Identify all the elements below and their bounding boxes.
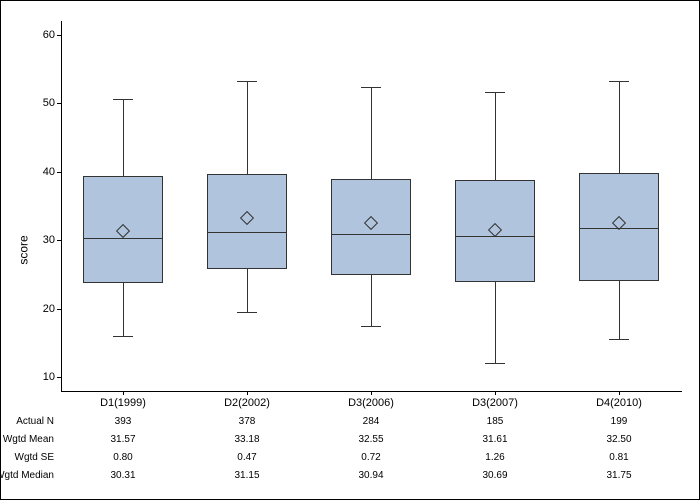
y-tick bbox=[57, 172, 61, 173]
stats-cell: 1.26 bbox=[485, 452, 504, 463]
stats-cell: 30.69 bbox=[482, 470, 507, 481]
whisker-lower bbox=[619, 281, 620, 339]
whisker-lower bbox=[371, 275, 372, 326]
whisker-upper bbox=[495, 92, 496, 180]
y-tick-label: 30 bbox=[43, 234, 55, 246]
y-tick-label: 10 bbox=[43, 371, 55, 383]
whisker-cap-upper bbox=[113, 99, 133, 100]
whisker-upper bbox=[247, 81, 248, 174]
whisker-cap-lower bbox=[361, 326, 381, 327]
x-tick-label: D2(2002) bbox=[224, 397, 270, 409]
y-tick bbox=[57, 377, 61, 378]
y-tick-label: 50 bbox=[43, 97, 55, 109]
x-tick bbox=[123, 391, 124, 395]
stats-cell: 378 bbox=[239, 416, 256, 427]
stats-row-label: Actual N bbox=[16, 416, 54, 427]
whisker-cap-lower bbox=[113, 336, 133, 337]
x-tick-label: D4(2010) bbox=[596, 397, 642, 409]
whisker-cap-upper bbox=[237, 81, 257, 82]
stats-cell: 0.47 bbox=[237, 452, 256, 463]
whisker-lower bbox=[247, 269, 248, 312]
y-axis-label: score bbox=[17, 235, 31, 264]
stats-cell: 284 bbox=[363, 416, 380, 427]
stats-cell: 0.72 bbox=[361, 452, 380, 463]
y-tick bbox=[57, 309, 61, 310]
y-tick bbox=[57, 103, 61, 104]
stats-cell: 30.31 bbox=[110, 470, 135, 481]
x-tick bbox=[619, 391, 620, 395]
stats-row-label: Wgtd Median bbox=[0, 470, 54, 481]
stats-cell: 30.94 bbox=[358, 470, 383, 481]
median-line bbox=[331, 234, 411, 235]
chart-container: score 10 20 30 40 50 60 D1(1999) D2(2002) D3(200… bbox=[0, 0, 700, 500]
y-tick-label: 20 bbox=[43, 303, 55, 315]
whisker-cap-lower bbox=[485, 363, 505, 364]
x-tick bbox=[247, 391, 248, 395]
whisker-lower bbox=[123, 283, 124, 336]
stats-cell: 31.15 bbox=[234, 470, 259, 481]
stats-row-label: Wgtd SE bbox=[15, 452, 54, 463]
stats-cell: 199 bbox=[611, 416, 628, 427]
whisker-upper bbox=[619, 81, 620, 173]
y-tick-label: 40 bbox=[43, 166, 55, 178]
whisker-cap-lower bbox=[237, 312, 257, 313]
x-tick bbox=[495, 391, 496, 395]
y-tick-label: 60 bbox=[43, 29, 55, 41]
stats-cell: 31.57 bbox=[110, 434, 135, 445]
stats-cell: 32.50 bbox=[606, 434, 631, 445]
x-tick-label: D3(2007) bbox=[472, 397, 518, 409]
stats-cell: 0.81 bbox=[609, 452, 628, 463]
stats-cell: 0.80 bbox=[113, 452, 132, 463]
whisker-upper bbox=[371, 87, 372, 180]
y-tick bbox=[57, 35, 61, 36]
median-line bbox=[207, 232, 287, 233]
stats-cell: 31.61 bbox=[482, 434, 507, 445]
stats-cell: 393 bbox=[115, 416, 132, 427]
whisker-lower bbox=[495, 282, 496, 363]
stats-cell: 31.75 bbox=[606, 470, 631, 481]
whisker-cap-lower bbox=[609, 339, 629, 340]
y-tick bbox=[57, 240, 61, 241]
x-tick bbox=[371, 391, 372, 395]
stats-row-label: Wgtd Mean bbox=[3, 434, 54, 445]
whisker-cap-upper bbox=[361, 87, 381, 88]
stats-cell: 33.18 bbox=[234, 434, 259, 445]
x-tick-label: D1(1999) bbox=[100, 397, 146, 409]
whisker-cap-upper bbox=[485, 92, 505, 93]
whisker-cap-upper bbox=[609, 81, 629, 82]
stats-cell: 32.55 bbox=[358, 434, 383, 445]
stats-cell: 185 bbox=[487, 416, 504, 427]
x-tick-label: D3(2006) bbox=[348, 397, 394, 409]
median-line bbox=[83, 238, 163, 239]
whisker-upper bbox=[123, 99, 124, 176]
